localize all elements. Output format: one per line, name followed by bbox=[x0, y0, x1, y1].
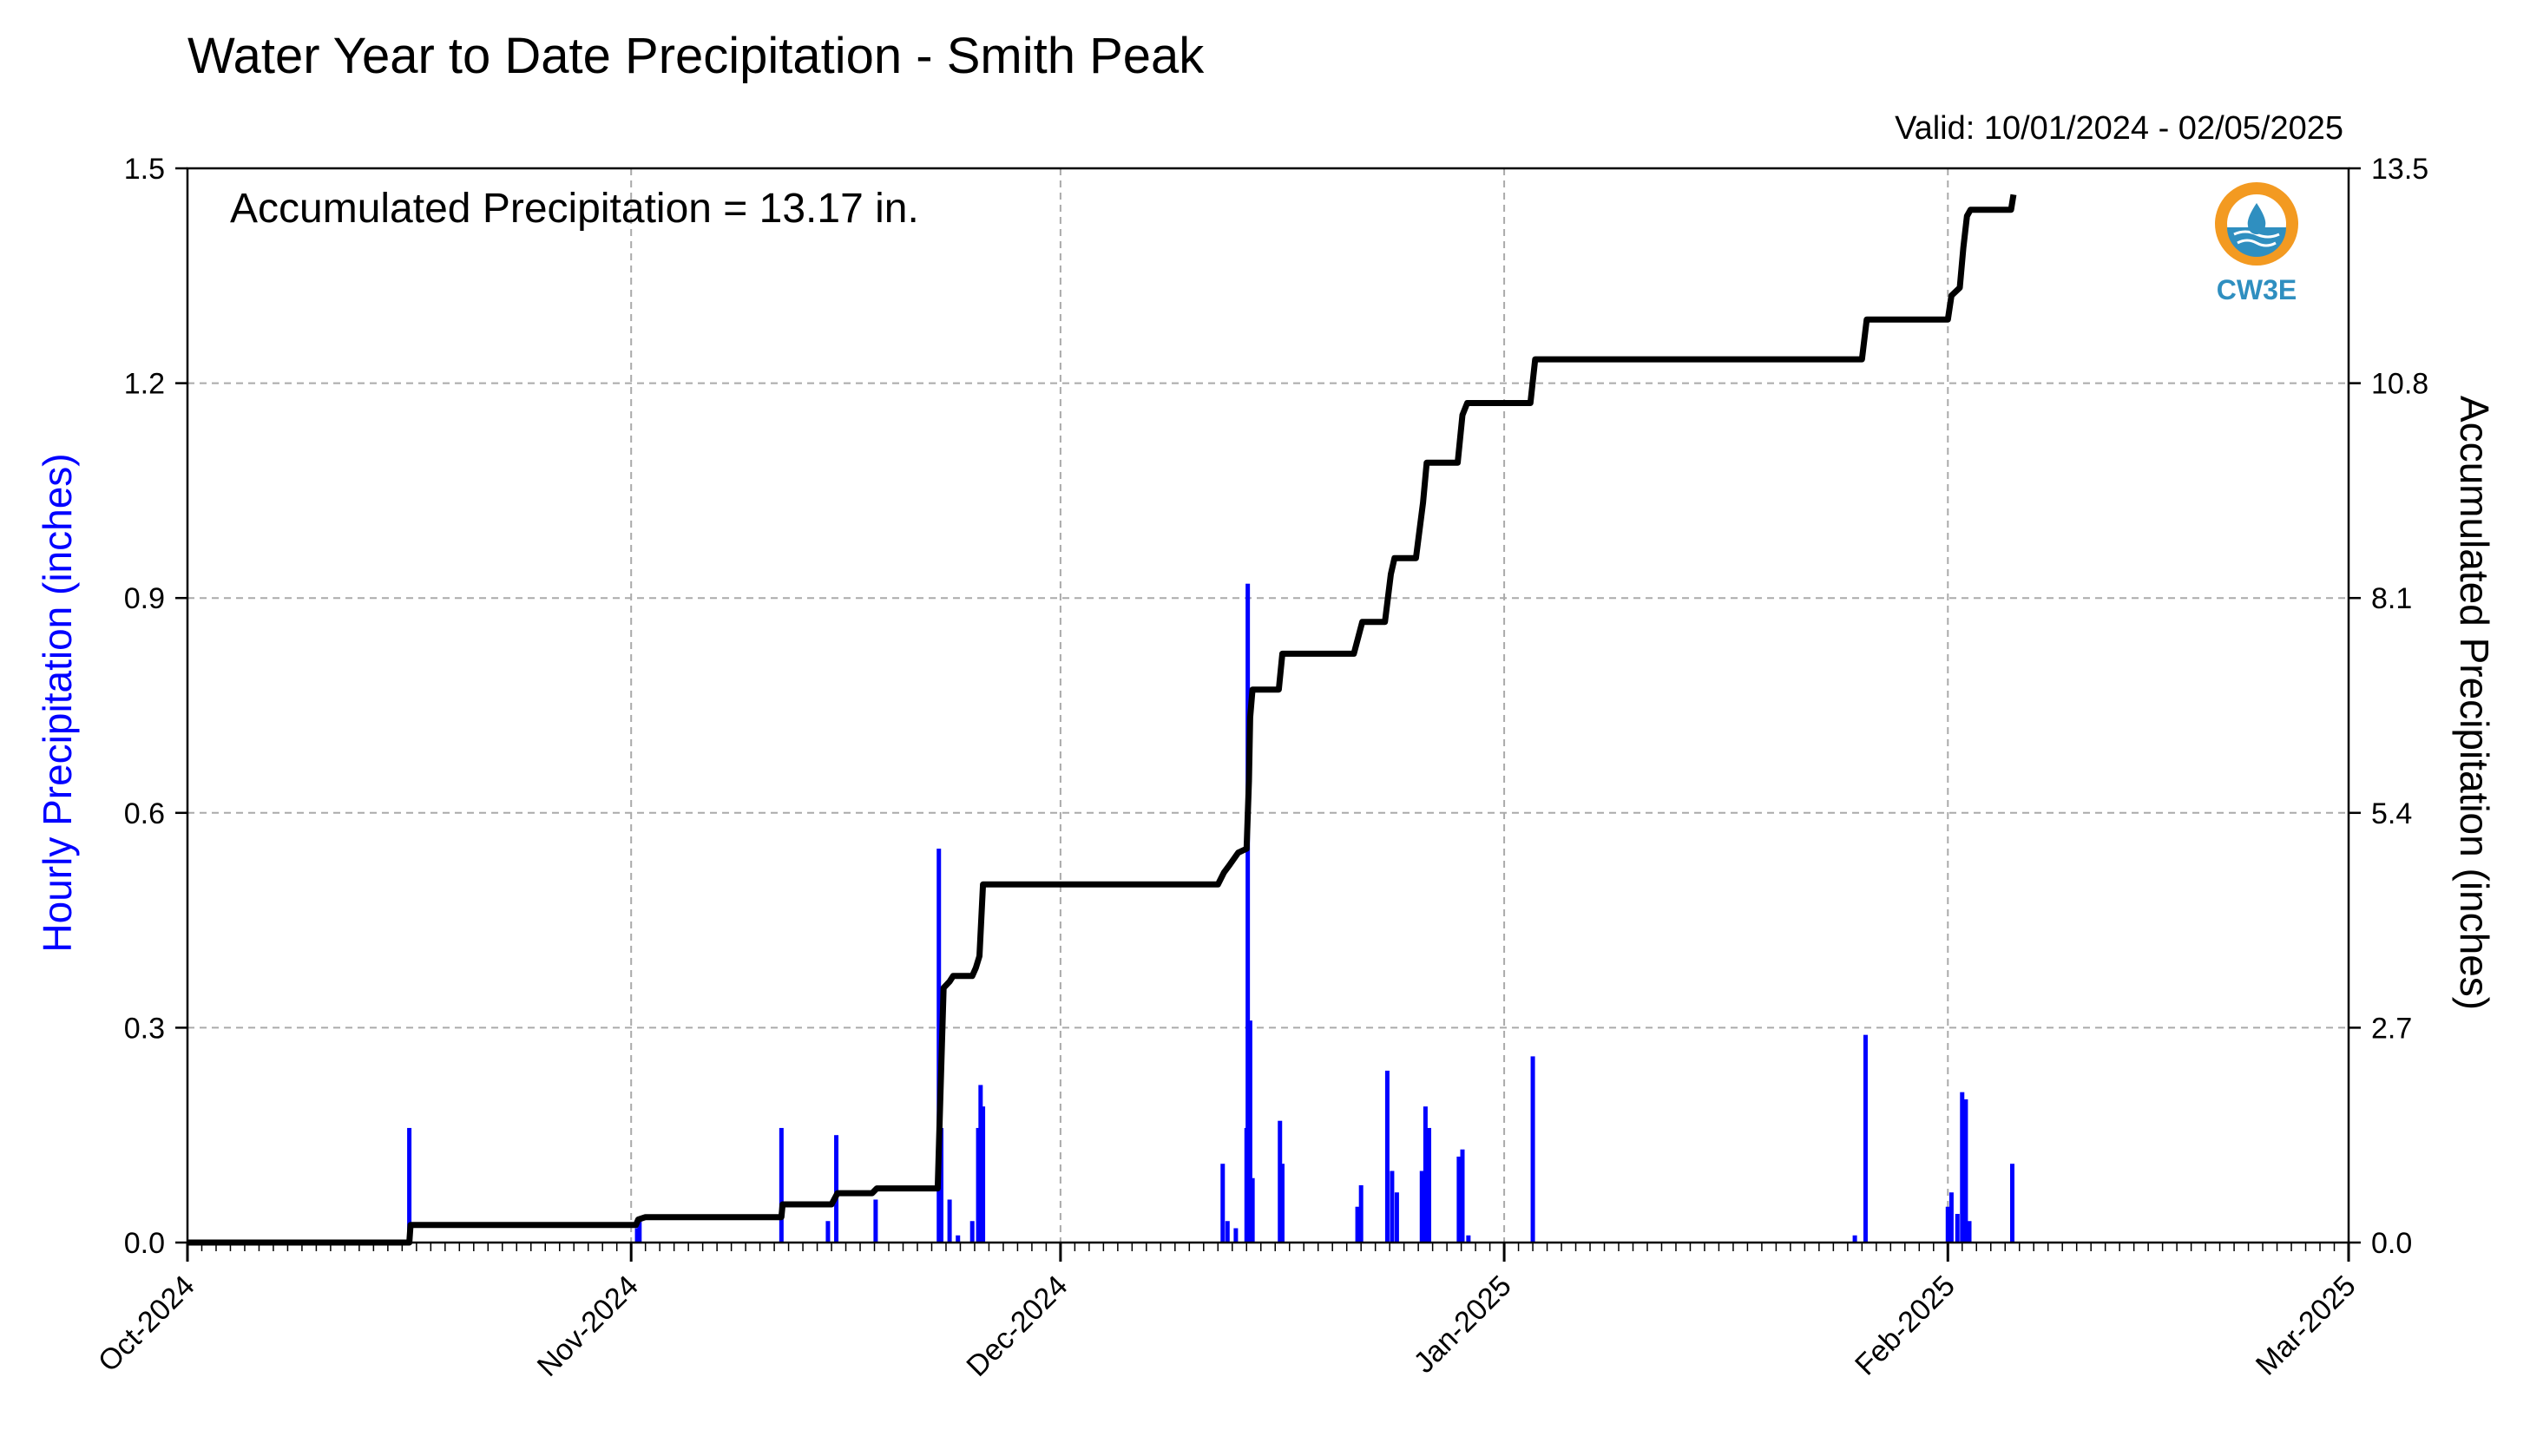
y-right-tick-label: 5.4 bbox=[2371, 797, 2412, 830]
y-right-tick-label: 0.0 bbox=[2371, 1227, 2412, 1260]
hourly-bar bbox=[1247, 1020, 1252, 1243]
hourly-bar bbox=[1225, 1221, 1230, 1243]
hourly-bar bbox=[873, 1199, 878, 1243]
y-axis-right-label: Accumulated Precipitation (inches) bbox=[2452, 396, 2497, 1010]
hourly-bar bbox=[978, 1085, 983, 1243]
hourly-bar bbox=[1863, 1034, 1868, 1243]
hourly-bar bbox=[1358, 1184, 1364, 1243]
logo-text: CW3E bbox=[2217, 274, 2297, 305]
hourly-bar bbox=[779, 1127, 784, 1243]
hourly-bar bbox=[637, 1221, 642, 1243]
y-left-tick-label: 1.2 bbox=[124, 368, 165, 401]
x-tick-label: Feb-2025 bbox=[1849, 1269, 1962, 1382]
hourly-bar bbox=[1220, 1164, 1226, 1243]
x-tick-label: Mar-2025 bbox=[2250, 1269, 2362, 1382]
hourly-bar bbox=[1390, 1171, 1395, 1243]
axes: 0.0 0.3 0.6 0.9 1.2 1.5 0.0 2.7 5.4 8.1 10.8 13.5 Oc… bbox=[92, 153, 2428, 1383]
y-right-tick-label: 8.1 bbox=[2371, 582, 2412, 615]
hourly-bar bbox=[1852, 1235, 1857, 1243]
y-right-tick-label: 10.8 bbox=[2371, 368, 2428, 401]
hourly-bar bbox=[1960, 1092, 1965, 1243]
hourly-bar bbox=[1384, 1070, 1390, 1243]
hourly-bar bbox=[1460, 1149, 1465, 1243]
hourly-bar bbox=[1394, 1192, 1399, 1243]
hourly-bar bbox=[1419, 1171, 1424, 1243]
hourly-bar bbox=[2009, 1164, 2014, 1243]
hourly-bar bbox=[1967, 1221, 1972, 1243]
hourly-bar bbox=[1233, 1228, 1239, 1243]
valid-date-range: Valid: 10/01/2024 - 02/05/2025 bbox=[1895, 110, 2343, 147]
hourly-bar bbox=[825, 1221, 831, 1243]
hourly-bar bbox=[1427, 1127, 1432, 1243]
hourly-bar bbox=[407, 1127, 412, 1243]
hourly-bar bbox=[834, 1135, 839, 1243]
hourly-bar bbox=[969, 1221, 975, 1243]
hourly-bar bbox=[1963, 1099, 1968, 1243]
x-tick-label: Nov-2024 bbox=[531, 1269, 645, 1383]
hourly-bar bbox=[1466, 1235, 1471, 1243]
accumulated-precip-line bbox=[187, 193, 2017, 1246]
accumulated-line-path bbox=[187, 193, 2017, 1246]
hourly-bar bbox=[1955, 1213, 1960, 1243]
x-tick-label: Jan-2025 bbox=[1408, 1269, 1518, 1380]
cw3e-logo: CW3E bbox=[2215, 182, 2298, 305]
hourly-bar bbox=[947, 1199, 952, 1243]
hourly-bar bbox=[1279, 1164, 1285, 1243]
hourly-bar bbox=[976, 1127, 981, 1243]
x-tick-label: Dec-2024 bbox=[960, 1269, 1074, 1383]
hourly-bar bbox=[1250, 1177, 1255, 1243]
y-right-tick-label: 2.7 bbox=[2371, 1012, 2412, 1045]
hourly-bar bbox=[1530, 1056, 1535, 1243]
grid-lines bbox=[187, 168, 2349, 1243]
hourly-bar bbox=[956, 1235, 961, 1243]
hourly-bar bbox=[981, 1106, 986, 1243]
hourly-bar bbox=[1456, 1156, 1462, 1243]
x-tick-label: Oct-2024 bbox=[92, 1269, 201, 1379]
plot-frame bbox=[186, 167, 2350, 1244]
hourly-bar bbox=[1355, 1206, 1360, 1243]
hourly-bar bbox=[1948, 1192, 1954, 1243]
hourly-bar bbox=[634, 1228, 640, 1243]
hourly-bar bbox=[1945, 1206, 1950, 1243]
hourly-bar bbox=[1278, 1120, 1283, 1243]
y-left-tick-label: 1.5 bbox=[124, 153, 165, 186]
hourly-bar bbox=[1245, 583, 1251, 1243]
y-right-tick-label: 13.5 bbox=[2371, 153, 2428, 186]
y-left-tick-label: 0.0 bbox=[124, 1227, 165, 1260]
hourly-bar bbox=[1423, 1106, 1428, 1243]
y-axis-left-label: Hourly Precipitation (inches) bbox=[35, 453, 80, 952]
y-left-tick-label: 0.6 bbox=[124, 797, 165, 830]
chart-title: Water Year to Date Precipitation - Smith… bbox=[187, 28, 1205, 84]
accumulated-total-annotation: Accumulated Precipitation = 13.17 in. bbox=[230, 186, 919, 232]
hourly-precip-bars bbox=[407, 583, 2014, 1243]
hourly-bar bbox=[938, 1127, 943, 1243]
y-left-tick-label: 0.9 bbox=[124, 582, 165, 615]
y-left-tick-label: 0.3 bbox=[124, 1012, 165, 1045]
